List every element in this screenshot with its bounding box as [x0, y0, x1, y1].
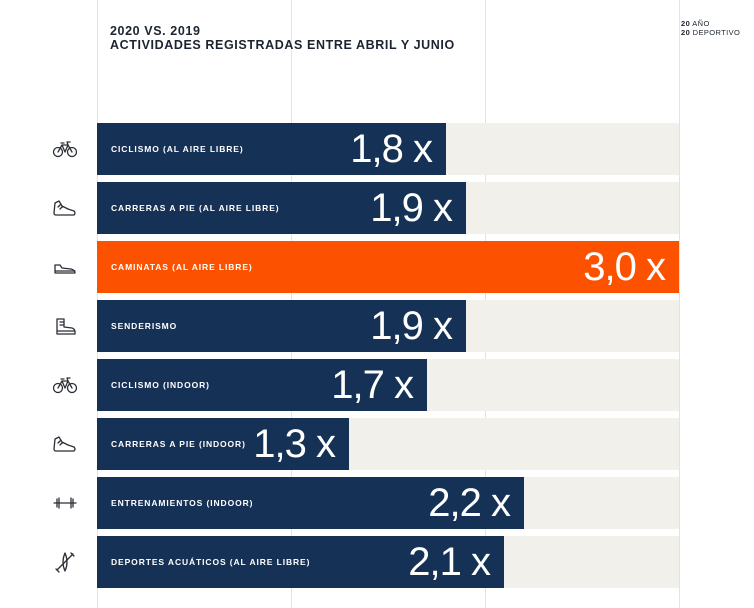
bar: CARRERAS A PIE (INDOOR) 1,3 x — [97, 418, 349, 470]
kayak-icon — [50, 536, 80, 588]
bar: CICLISMO (AL AIRE LIBRE) 1,8 x — [97, 123, 446, 175]
chart-title: 2020 VS. 2019 ACTIVIDADES REGISTRADAS EN… — [110, 24, 455, 52]
brand-word1: AÑO — [692, 19, 710, 28]
running-shoe-icon — [50, 418, 80, 470]
walking-shoe-icon — [50, 241, 80, 293]
bar-value-label: 1,7 x — [331, 363, 414, 407]
bar-category-label: CARRERAS A PIE (AL AIRE LIBRE) — [111, 203, 280, 213]
running-shoe-icon — [50, 182, 80, 234]
bar-value-label: 2,2 x — [428, 481, 511, 525]
bar-category-label: ENTRENAMIENTOS (INDOOR) — [111, 498, 254, 508]
bar-category-label: CICLISMO (AL AIRE LIBRE) — [111, 144, 244, 154]
bar: CARRERAS A PIE (AL AIRE LIBRE) 1,9 x — [97, 182, 466, 234]
bar-category-label: SENDERISMO — [111, 321, 178, 331]
bar: ENTRENAMIENTOS (INDOOR) 2,2 x — [97, 477, 524, 529]
bar-value-label: 1,3 x — [253, 422, 336, 466]
brand-word2: DEPORTIVO — [692, 27, 741, 37]
brand-num1: 20 — [681, 19, 691, 28]
bar-value-label: 3,0 x — [583, 245, 666, 289]
chart-title-line1: 2020 VS. 2019 — [110, 24, 201, 38]
bar-value-label: 1,8 x — [350, 127, 433, 171]
bar-category-label: CICLISMO (INDOOR) — [111, 380, 210, 390]
bicycle-icon — [50, 359, 80, 411]
bar-value-label: 1,9 x — [370, 304, 453, 348]
gridline — [679, 0, 680, 608]
brand-logo: 20 AÑO 20 DEPORTIVO — [681, 19, 741, 37]
bar: SENDERISMO 1,9 x — [97, 300, 466, 352]
bar: CICLISMO (INDOOR) 1,7 x — [97, 359, 427, 411]
bar-value-label: 1,9 x — [370, 186, 453, 230]
hiking-boot-icon — [50, 300, 80, 352]
chart-title-line2: ACTIVIDADES REGISTRADAS ENTRE ABRIL Y JU… — [110, 38, 455, 52]
bar: CAMINATAS (AL AIRE LIBRE) 3,0 x — [97, 241, 679, 293]
bicycle-icon — [50, 123, 80, 175]
bar-category-label: DEPORTES ACUÁTICOS (AL AIRE LIBRE) — [111, 557, 311, 567]
bar-category-label: CARRERAS A PIE (INDOOR) — [111, 439, 246, 449]
bar-category-label: CAMINATAS (AL AIRE LIBRE) — [111, 262, 253, 272]
bar: DEPORTES ACUÁTICOS (AL AIRE LIBRE) 2,1 x — [97, 536, 504, 588]
bar-value-label: 2,1 x — [408, 540, 491, 584]
brand-num2: 20 — [681, 27, 691, 37]
dumbbell-icon — [50, 477, 80, 529]
